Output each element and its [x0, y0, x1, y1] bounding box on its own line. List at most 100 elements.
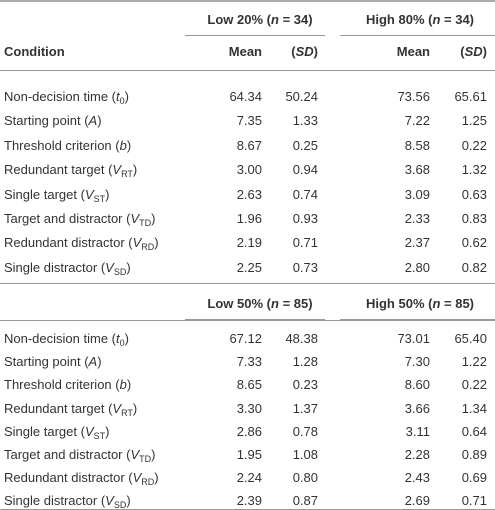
- text-part: Threshold criterion (: [4, 377, 120, 393]
- header-rule: [0, 70, 495, 71]
- text-part: ): [105, 423, 110, 439]
- value-cell: 3.30: [236, 400, 262, 416]
- text-part: ): [482, 44, 487, 59]
- value-cell: 3.00: [236, 162, 262, 178]
- text-part: ): [126, 137, 132, 153]
- value-cell: 0.63: [461, 186, 487, 202]
- value-cell: 7.35: [236, 113, 262, 129]
- row-label: Redundant distractor (VRD): [4, 470, 159, 490]
- italic-symbol: V: [105, 493, 114, 509]
- value-cell: 1.96: [236, 211, 262, 226]
- group-rule: [340, 35, 495, 36]
- top-rule: [0, 0, 495, 2]
- italic-symbol: t: [116, 331, 120, 346]
- value-cell: 0.89: [461, 447, 487, 462]
- value-cell: 0.23: [292, 377, 318, 393]
- value-cell: 48.38: [285, 331, 318, 346]
- row-label: Redundant target (VRT): [4, 162, 137, 182]
- value-cell: 0.94: [292, 162, 318, 178]
- value-cell: 2.39: [236, 493, 262, 509]
- text-part: ): [313, 44, 318, 59]
- subscript: ST: [93, 430, 106, 441]
- value-cell: 1.33: [292, 113, 318, 129]
- row-label: Starting point (A): [4, 354, 102, 370]
- text-part: Target and distractor (: [4, 211, 131, 226]
- text-part: Low 50% (: [207, 296, 271, 311]
- text-part: Redundant distractor (: [4, 470, 133, 486]
- subscript: RD: [141, 242, 155, 253]
- italic-symbol: A: [88, 354, 98, 370]
- value-cell: 0.80: [292, 470, 318, 486]
- value-cell: 0.62: [461, 235, 487, 251]
- row-label: Single distractor (VSD): [4, 493, 131, 510]
- column-header: (SD): [460, 44, 487, 60]
- italic-symbol: A: [88, 113, 98, 129]
- italic-symbol: V: [132, 470, 142, 486]
- text-part: Threshold criterion (: [4, 137, 120, 153]
- subscript: TD: [139, 218, 152, 228]
- subscript: TD: [139, 454, 152, 464]
- value-cell: 2.24: [236, 470, 262, 486]
- italic-symbol: V: [112, 162, 122, 178]
- italic-symbol: V: [130, 447, 140, 462]
- value-cell: 7.33: [236, 354, 262, 370]
- header-rule: [0, 320, 495, 321]
- value-cell: 1.28: [292, 354, 318, 370]
- value-cell: 64.34: [229, 89, 262, 104]
- group-header: High 80% (n = 34): [340, 12, 495, 28]
- value-cell: 3.68: [404, 162, 430, 178]
- italic-symbol: V: [84, 186, 94, 202]
- text-part: = 85): [278, 296, 313, 311]
- value-cell: 2.19: [236, 235, 262, 251]
- value-cell: 0.22: [461, 377, 487, 393]
- value-cell: 0.83: [461, 211, 487, 226]
- group-header: High 50% (n = 85): [340, 296, 495, 312]
- text-part: ): [126, 377, 132, 393]
- italic-symbol: SD: [295, 44, 314, 59]
- text-part: Target and distractor (: [4, 447, 131, 462]
- column-header: Mean: [228, 44, 262, 59]
- value-cell: 2.80: [404, 259, 430, 275]
- text-part: Starting point (: [4, 354, 89, 370]
- text-part: Redundant target (: [4, 162, 113, 178]
- row-label: Threshold criterion (b): [4, 377, 131, 393]
- value-cell: 3.66: [404, 400, 430, 416]
- value-cell: 1.37: [292, 400, 318, 416]
- subscript: RD: [141, 477, 155, 488]
- text-part: = 85): [440, 296, 475, 311]
- value-cell: 7.30: [404, 354, 430, 370]
- italic-symbol: V: [112, 400, 122, 416]
- value-cell: 0.78: [292, 423, 318, 439]
- section-rule: [0, 283, 495, 284]
- value-cell: 3.09: [404, 186, 430, 202]
- value-cell: 0.74: [292, 186, 318, 202]
- column-header: Mean: [396, 44, 430, 59]
- text-part: ): [132, 400, 138, 416]
- value-cell: 2.25: [236, 259, 262, 275]
- value-cell: 1.25: [461, 113, 487, 129]
- italic-symbol: V: [84, 423, 94, 439]
- value-cell: 8.60: [404, 377, 430, 393]
- value-cell: 65.40: [454, 331, 487, 346]
- value-cell: 8.67: [236, 137, 262, 153]
- text-part: ): [105, 186, 110, 202]
- value-cell: 1.22: [461, 354, 487, 370]
- value-cell: 0.22: [461, 137, 487, 153]
- value-cell: 1.08: [292, 447, 318, 462]
- value-cell: 2.63: [236, 186, 262, 202]
- italic-symbol: n: [432, 296, 441, 311]
- subscript: 0: [119, 338, 125, 348]
- text-part: Redundant target (: [4, 400, 113, 416]
- value-cell: 73.01: [397, 331, 430, 346]
- column-header: Condition: [4, 44, 65, 59]
- value-cell: 2.28: [404, 447, 430, 462]
- value-cell: 0.25: [292, 137, 318, 153]
- value-cell: 0.82: [461, 259, 487, 275]
- italic-symbol: n: [432, 12, 441, 27]
- value-cell: 2.43: [404, 470, 430, 486]
- subscript: ST: [93, 193, 106, 204]
- value-cell: 0.71: [461, 493, 487, 509]
- value-cell: 2.37: [404, 235, 430, 251]
- row-label: Target and distractor (VTD): [4, 211, 155, 231]
- text-part: ): [124, 89, 129, 104]
